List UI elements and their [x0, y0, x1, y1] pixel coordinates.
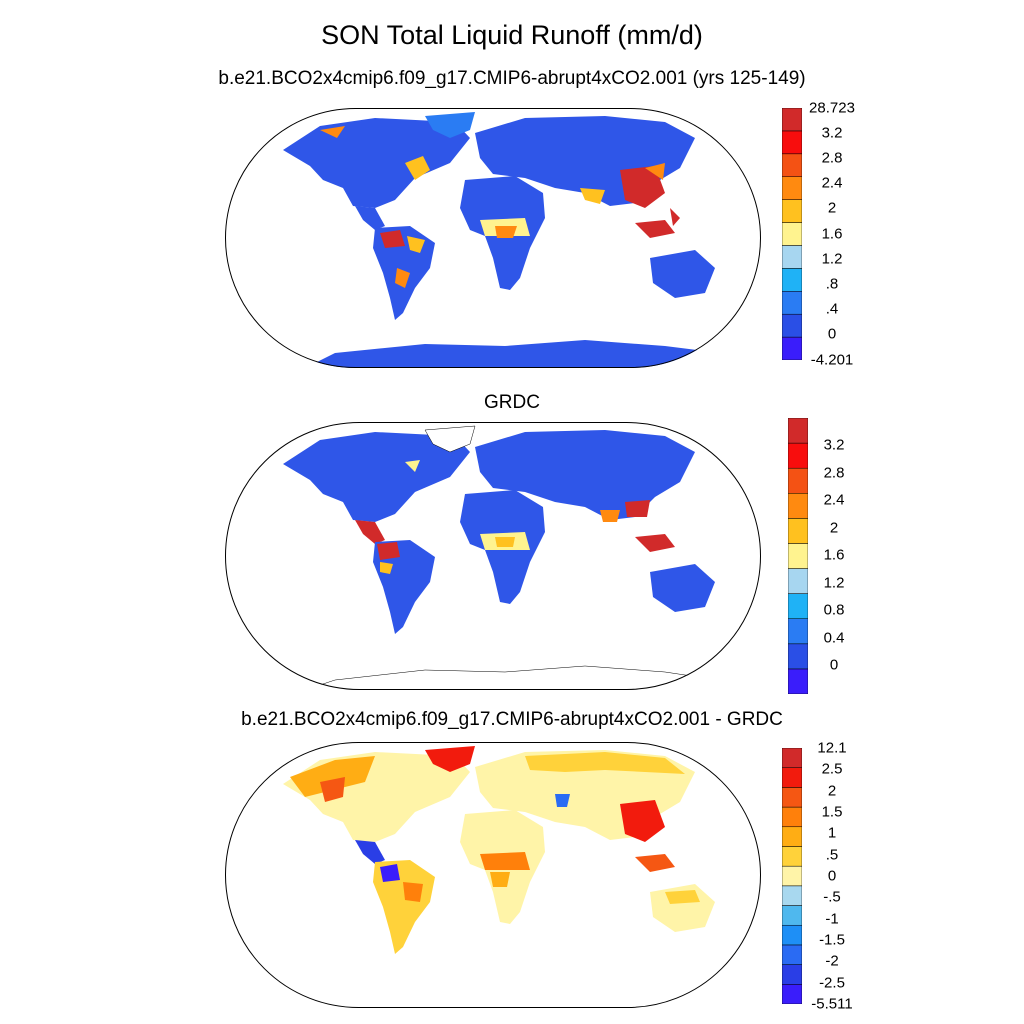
antarctica: [305, 340, 745, 368]
colorbar-swatch: [782, 748, 802, 768]
cb-2-label: 0.4: [823, 629, 845, 647]
colorbar-swatch: [782, 826, 802, 847]
colorbar-swatch: [782, 108, 802, 132]
colorbar-swatch: [782, 222, 802, 246]
cb-2-label: 1.2: [823, 574, 845, 592]
panel-3-colorbar: 12.1 2.5 2 1.5 1 .5 0 -.5 -1 -1.5 -2 -2.…: [782, 740, 862, 1013]
cb-3-label: 1.5: [821, 803, 843, 821]
cb-1-label: 1.6: [821, 225, 843, 243]
australia: [650, 884, 715, 932]
panel-1-colorbar: 28.723 3.2 2.8 2.4 2 1.6 1.2 .8 .4 0 -4.…: [782, 100, 862, 369]
cb-1-label: 2.8: [821, 149, 843, 167]
colorbar-swatch: [788, 643, 808, 670]
colorbar-swatch: [782, 984, 802, 1004]
cb-1-label: 0: [827, 325, 837, 343]
australia: [650, 250, 715, 298]
colorbar-swatch: [788, 668, 808, 694]
colorbar-swatch: [788, 493, 808, 519]
north-america: [283, 432, 470, 522]
colorbar-swatch: [782, 767, 802, 788]
panel-1-subtitle: b.e21.BCO2x4cmip6.f09_g17.CMIP6-abrupt4x…: [218, 68, 806, 89]
cb-3-label: .5: [825, 846, 839, 864]
panel-1-map: [225, 108, 761, 368]
cb-1-label: 3.2: [821, 124, 843, 142]
cb-2-label: 0: [829, 656, 839, 674]
cb-2-label: 2.4: [823, 491, 845, 509]
cb-2-label: 0.8: [823, 601, 845, 619]
colorbar-swatch: [788, 442, 808, 469]
greenland: [425, 112, 475, 138]
colorbar-swatch: [788, 568, 808, 594]
colorbar-swatch: [782, 153, 802, 177]
cb-2-label: 2.8: [823, 464, 845, 482]
cb-3-label: -1: [825, 910, 839, 928]
colorbar-swatch: [782, 924, 802, 946]
cb-3-label: 2: [827, 782, 837, 800]
cb-1-label: 1.2: [821, 250, 843, 268]
cb-3-label: 12.1: [817, 739, 847, 757]
colorbar-swatch: [788, 593, 808, 619]
colorbar-swatch: [782, 313, 802, 338]
cb-1-label: 2: [827, 199, 837, 217]
colorbar-swatch: [782, 245, 802, 269]
cb-2-label: 2: [829, 519, 839, 537]
eurasia: [475, 430, 695, 520]
panel-3-map: [225, 742, 761, 1008]
colorbar-swatch: [782, 291, 802, 315]
cb-1-label: -4.201: [810, 351, 854, 369]
cb-3-label: -2.5: [819, 974, 845, 992]
colorbar-swatch: [782, 806, 802, 828]
cb-1-label: .4: [825, 300, 839, 318]
cb-1-label: .8: [825, 275, 839, 293]
colorbar-swatch: [782, 199, 802, 223]
cb-3-label: -5.511: [811, 995, 853, 1013]
colorbar-swatch: [782, 846, 802, 867]
colorbar-swatch: [782, 905, 802, 926]
colorbar-swatch: [782, 885, 802, 906]
cb-1-label: 28.723: [809, 99, 855, 117]
colorbar-swatch: [782, 268, 802, 292]
panel-2-colorbar: 3.2 2.8 2.4 2 1.6 1.2 0.8 0.4 0: [788, 418, 868, 694]
cb-3-label: -1.5: [819, 931, 845, 949]
panel-2-map: [225, 422, 761, 690]
cb-3-label: 0: [827, 867, 837, 885]
colorbar-swatch: [782, 865, 802, 887]
cb-3-label: 1: [827, 824, 837, 842]
cb-2-label: 1.6: [823, 546, 845, 564]
colorbar-swatch: [782, 336, 802, 360]
south-america: [373, 860, 435, 954]
colorbar-swatch: [782, 964, 802, 985]
antarctica: [304, 665, 746, 690]
cb-3-label: 2.5: [821, 760, 843, 778]
cb-2-label: 3.2: [823, 436, 845, 454]
australia: [650, 564, 715, 612]
colorbar-swatch: [782, 176, 802, 200]
colorbar-swatch: [788, 418, 808, 444]
cb-1-label: 2.4: [821, 174, 843, 192]
colorbar-swatch: [788, 618, 808, 645]
figure-title: SON Total Liquid Runoff (mm/d): [321, 20, 703, 50]
colorbar-swatch: [782, 787, 802, 808]
colorbar-swatch: [788, 518, 808, 544]
colorbar-swatch: [782, 944, 802, 965]
north-america: [283, 118, 470, 208]
panel-2-subtitle: GRDC: [484, 392, 540, 413]
cb-3-label: -.5: [823, 888, 841, 906]
colorbar-swatch: [788, 543, 808, 569]
colorbar-swatch: [788, 467, 808, 494]
panel-3-subtitle: b.e21.BCO2x4cmip6.f09_g17.CMIP6-abrupt4x…: [241, 709, 783, 730]
cb-3-label: -2: [825, 952, 839, 970]
colorbar-swatch: [782, 130, 802, 155]
